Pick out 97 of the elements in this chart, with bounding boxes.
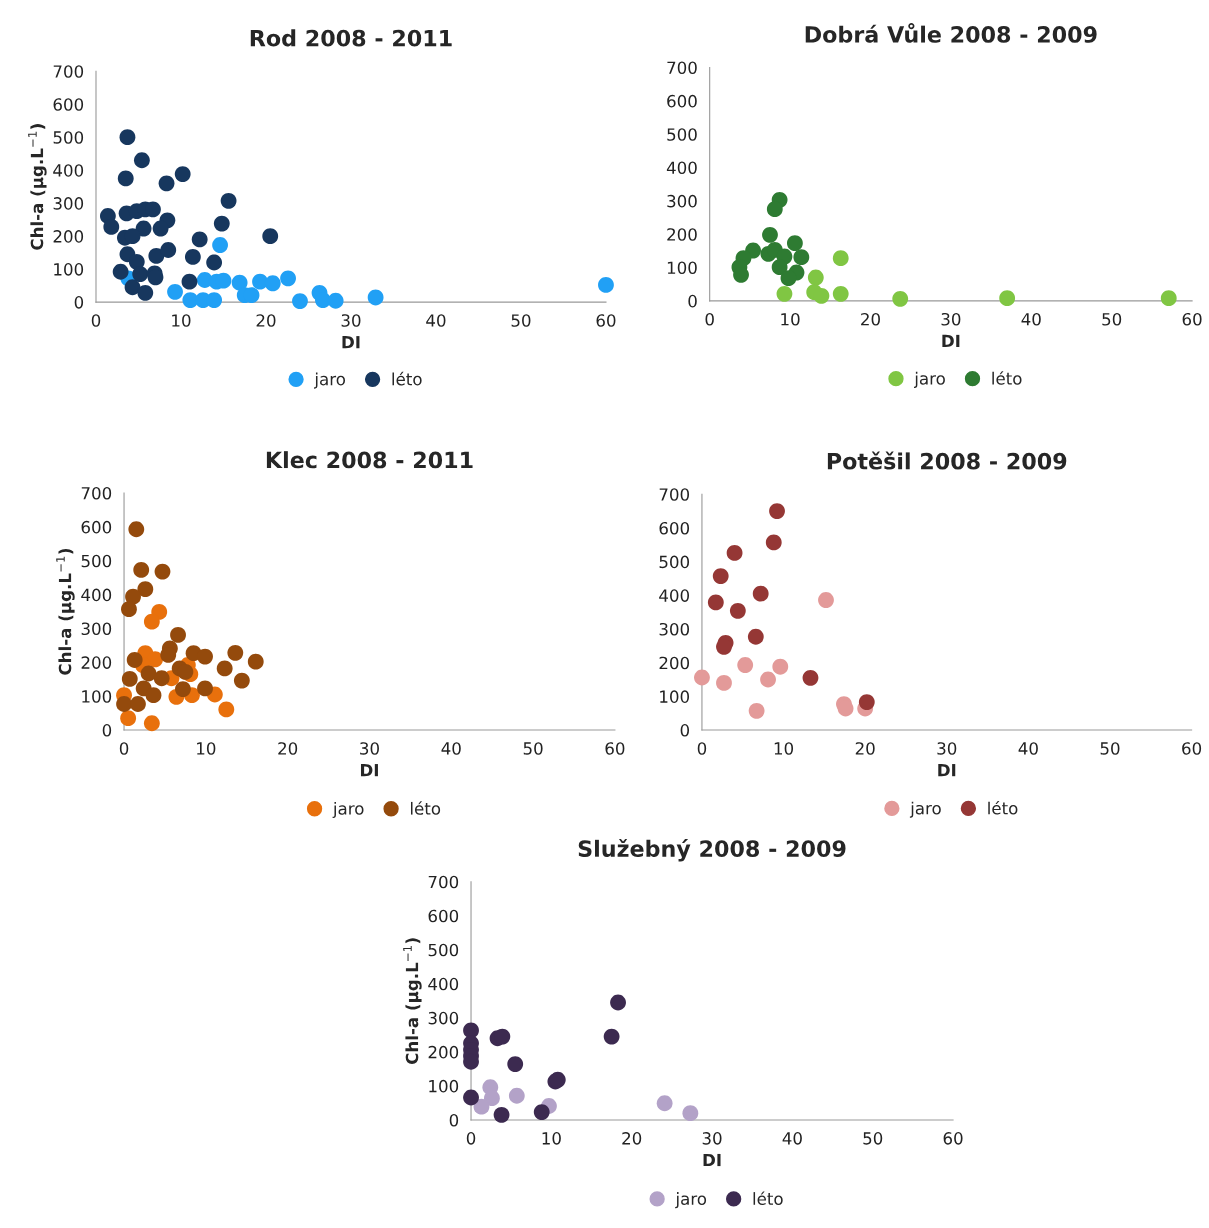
y-tick-label: 600	[81, 520, 112, 534]
y-tick-label: 200	[659, 656, 690, 670]
y-tick-label: 500	[667, 128, 697, 141]
y-tick-label: 300	[53, 197, 84, 210]
x-tick-label: 10	[172, 314, 191, 327]
y-tick-label: 400	[659, 589, 690, 602]
legend-label: jaro	[914, 371, 945, 388]
x-tick-label: 50	[523, 742, 543, 755]
y-tick-label: 400	[666, 161, 697, 175]
legend-label: jaro	[909, 801, 941, 818]
y-axis-title: Chl-a (µg.L$^{−1}$)	[403, 938, 422, 1064]
y-tick-label: 100	[429, 1079, 459, 1093]
x-tick-label: 10	[781, 312, 800, 326]
x-tick-label: 0	[697, 742, 707, 755]
y-tick-label: 700	[53, 65, 84, 78]
y-tick-label: 700	[428, 875, 459, 889]
x-tick-label: 60	[1182, 312, 1202, 326]
x-tick-label: 20	[622, 1132, 642, 1145]
x-tick-label: 0	[466, 1132, 476, 1145]
chart-title: Klec 2008 - 2011	[266, 451, 473, 469]
x-tick-label: 30	[341, 314, 361, 327]
y-tick-label: 200	[667, 228, 697, 241]
y-tick-label: 700	[659, 488, 690, 501]
x-axis-title: DI	[342, 336, 360, 349]
y-tick-label: 700	[81, 487, 112, 500]
chart-title: Potěšil 2008 - 2009	[827, 451, 1067, 470]
x-tick-label: 60	[1182, 742, 1202, 755]
y-tick-label: 100	[667, 261, 697, 275]
y-tick-label: 0	[102, 724, 112, 737]
x-tick-label: 50	[1102, 312, 1122, 326]
y-tick-label: 300	[659, 622, 690, 636]
y-tick-label: 0	[688, 294, 697, 308]
x-tick-label: 20	[855, 742, 875, 755]
y-tick-label: 500	[53, 131, 84, 144]
x-tick-label: 10	[774, 742, 794, 755]
x-tick-label: 20	[861, 312, 880, 326]
y-tick-label: 200	[81, 656, 112, 669]
chart-title: Dobrá Vůle 2008 - 2009	[805, 23, 1097, 43]
legend-label: léto	[392, 371, 422, 386]
legend-label: léto	[753, 1191, 783, 1206]
x-tick-label: 60	[596, 314, 616, 327]
x-tick-label: 50	[511, 314, 531, 327]
x-tick-label: 10	[197, 742, 216, 755]
x-tick-label: 40	[441, 742, 461, 755]
legend-label: jaro	[314, 372, 346, 389]
y-tick-label: 600	[53, 98, 84, 111]
x-axis-title: DI	[703, 1153, 721, 1167]
y-tick-label: 100	[660, 690, 690, 703]
legend-label: léto	[410, 801, 441, 815]
x-tick-label: 40	[1018, 742, 1038, 755]
y-tick-label: 200	[428, 1045, 459, 1059]
x-axis-title: DI	[942, 334, 960, 348]
x-tick-label: 10	[542, 1132, 561, 1145]
y-axis-title: Chl-a (µg.L$^{−1}$)	[28, 124, 47, 250]
x-tick-label: 30	[360, 742, 379, 755]
y-tick-label: 100	[54, 263, 84, 276]
y-tick-label: 0	[680, 724, 690, 737]
x-tick-label: 30	[937, 742, 957, 755]
y-tick-label: 100	[82, 690, 112, 703]
x-axis-title: DI	[360, 764, 378, 777]
y-tick-label: 600	[659, 521, 690, 535]
y-tick-label: 500	[81, 554, 112, 568]
x-tick-label: 0	[119, 742, 129, 755]
y-tick-label: 700	[667, 61, 697, 75]
y-tick-label: 500	[428, 943, 459, 957]
x-tick-label: 50	[863, 1132, 883, 1145]
x-axis-title: DI	[938, 764, 956, 777]
x-tick-label: 60	[605, 742, 625, 755]
y-tick-label: 400	[53, 164, 84, 177]
y-tick-label: 300	[428, 1011, 459, 1025]
legend-label: léto	[988, 800, 1018, 815]
x-tick-label: 30	[941, 312, 961, 326]
y-tick-label: 600	[667, 94, 697, 108]
x-tick-label: 40	[1021, 312, 1041, 326]
y-tick-label: 600	[428, 909, 459, 923]
y-tick-label: 0	[449, 1113, 459, 1127]
x-tick-label: 0	[705, 312, 714, 326]
y-tick-label: 400	[81, 588, 112, 602]
chart-title: Služebný 2008 - 2009	[578, 838, 846, 862]
x-tick-label: 20	[278, 742, 298, 755]
y-tick-label: 200	[53, 230, 84, 243]
y-tick-label: 0	[74, 296, 84, 309]
chart-title: Rod 2008 - 2011	[250, 29, 452, 47]
legend-label: jaro	[675, 1192, 707, 1209]
x-tick-label: 40	[782, 1132, 802, 1145]
y-tick-label: 300	[81, 622, 112, 636]
y-axis-title: Chl-a (µg.L$^{−1}$)	[56, 549, 75, 675]
legend-label: léto	[992, 371, 1022, 385]
x-tick-label: 30	[702, 1132, 722, 1145]
legend-label: jaro	[332, 801, 364, 819]
y-tick-label: 400	[428, 977, 459, 991]
x-tick-label: 40	[426, 314, 446, 327]
y-tick-label: 500	[659, 555, 690, 569]
x-tick-label: 20	[256, 314, 276, 327]
x-tick-label: 50	[1100, 742, 1120, 755]
y-tick-label: 300	[667, 194, 697, 208]
x-tick-label: 60	[943, 1132, 963, 1145]
